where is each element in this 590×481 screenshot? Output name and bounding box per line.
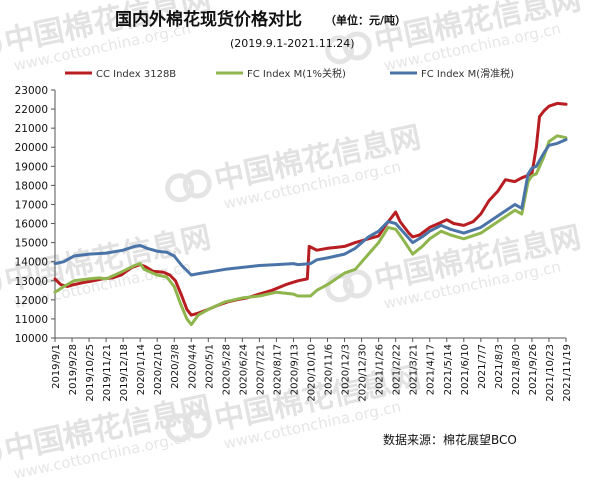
watermark-logo-icon	[182, 409, 212, 439]
legend-label-fc-1pct: FC Index M(1%关税)	[247, 67, 346, 80]
y-tick-label: 23000	[15, 85, 48, 97]
unit-note: （单位：元/吨）	[325, 13, 406, 27]
x-tick-label: 2019/12/18	[119, 344, 130, 402]
y-tick-label: 11000	[15, 314, 48, 326]
x-tick-label: 2020/6/24	[238, 344, 249, 395]
y-tick-label: 16000	[15, 219, 48, 231]
x-tick-label: 2020/10/10	[307, 344, 318, 402]
x-tick-label: 2020/11/6	[324, 344, 335, 395]
x-tick-label: 2020/3/8	[170, 344, 181, 389]
x-tick-label: 2020/1/14	[136, 344, 147, 395]
x-tick-label: 2021/5/14	[443, 344, 454, 395]
series-line-2	[53, 138, 568, 277]
x-tick-label: 2021/7/7	[477, 344, 488, 389]
y-tick-label: 17000	[15, 199, 48, 211]
x-tick-label: 2019/9/28	[68, 344, 79, 395]
watermark-logo-icon	[0, 31, 2, 61]
x-tick-label: 2020/8/17	[272, 344, 283, 395]
y-tick-label: 15000	[15, 238, 48, 250]
x-tick-label: 2021/4/17	[426, 344, 437, 395]
watermark-logo-icon	[342, 269, 372, 299]
x-tick-label: 2020/12/3	[341, 344, 352, 395]
watermark-logo-icon	[325, 35, 355, 65]
y-tick-label: 10000	[15, 333, 48, 345]
x-tick-label: 2021/6/10	[460, 344, 471, 395]
series-layer	[53, 101, 568, 327]
x-tick-label: 2021/2/22	[392, 344, 403, 395]
x-tick-label: 2020/7/21	[255, 344, 266, 395]
y-tick-label: 21000	[15, 123, 48, 135]
legend-label-cc: CC Index 3128B	[96, 69, 176, 80]
x-tick-label: 2019/10/25	[85, 344, 96, 402]
watermark-logo-icon	[325, 273, 355, 303]
y-tick-label: 13000	[15, 276, 48, 288]
x-tick-label: 2019/9/1	[51, 344, 62, 389]
x-tick-label: 2021/3/21	[409, 344, 420, 395]
y-axis: 10000 11000 12000 13000 14000 15000 16000 17000…	[15, 85, 56, 345]
data-source: 数据来源：棉花展望BCO	[383, 432, 517, 447]
chart-subtitle: (2019.9.1-2021.11.24)	[230, 37, 355, 50]
x-tick-label: 2020/5/28	[221, 344, 232, 395]
x-axis: 2019/9/1 2019/9/28 2019/10/25 2019/11/21 201…	[51, 337, 573, 402]
legend: CC Index 3128B FC Index M(1%关税) FC Index…	[65, 67, 514, 80]
watermark-logo-icon	[182, 169, 212, 199]
y-tick-label: 20000	[15, 142, 48, 154]
y-tick-label: 18000	[15, 180, 48, 192]
x-tick-label: 2021/11/19	[562, 344, 573, 402]
x-tick-label: 2019/11/21	[102, 344, 113, 402]
x-tick-label: 2020/12/30	[358, 344, 369, 402]
y-tick-label: 22000	[15, 104, 48, 116]
watermark-logo-icon	[342, 31, 372, 61]
watermark-logo-icon	[0, 439, 2, 469]
x-tick-label: 2021/9/26	[528, 344, 539, 395]
watermark-logo-icon	[0, 269, 2, 299]
watermark-logo-icon	[165, 173, 195, 203]
series-line-1	[53, 134, 568, 327]
x-tick-label: 2021/8/3	[494, 344, 505, 389]
y-tick-label: 14000	[15, 257, 48, 269]
x-tick-label: 2020/2/10	[153, 344, 164, 395]
watermark-logo-icon	[165, 413, 195, 443]
x-tick-label: 2020/4/4	[187, 344, 198, 389]
x-tick-label: 2021/1/26	[375, 344, 386, 395]
y-tick-label: 12000	[15, 295, 48, 307]
x-tick-label: 2020/5/1	[204, 344, 215, 389]
legend-label-fc-sliding: FC Index M(滑准税)	[421, 67, 514, 80]
x-tick-label: 2021/8/30	[511, 344, 522, 395]
x-tick-label: 2021/10/23	[545, 344, 556, 402]
chart-title: 国内外棉花现货价格对比	[115, 9, 302, 30]
x-tick-label: 2020/9/13	[289, 344, 300, 395]
y-tick-label: 19000	[15, 161, 48, 173]
